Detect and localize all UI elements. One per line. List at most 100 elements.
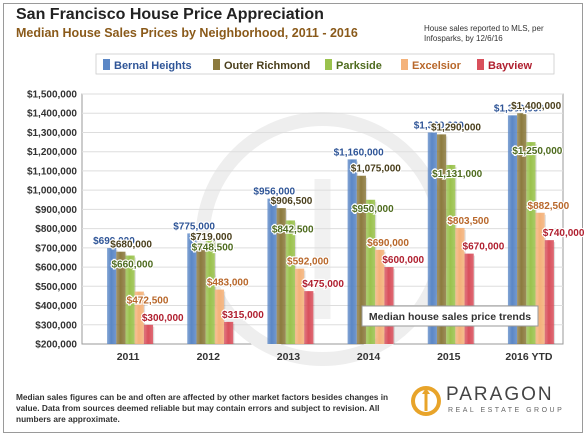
bar — [304, 291, 314, 344]
bar — [276, 208, 286, 344]
legend-swatch — [213, 59, 220, 70]
x-tick-label: 2011 — [117, 351, 140, 363]
y-tick-label: $800,000 — [35, 224, 77, 235]
data-label: $882,500 — [528, 201, 570, 212]
bar — [196, 244, 206, 344]
bar — [187, 233, 197, 344]
data-label: $483,000 — [207, 278, 249, 289]
bar — [214, 289, 225, 344]
y-tick-label: $400,000 — [35, 301, 77, 312]
bar-shadow — [233, 323, 235, 344]
legend-label: Bernal Heights — [114, 60, 192, 72]
chart-title: San Francisco House Price Appreciation — [16, 6, 324, 23]
y-tick-label: $1,500,000 — [27, 90, 77, 101]
legend-swatch — [103, 59, 110, 70]
y-tick-label: $300,000 — [35, 320, 77, 331]
bar — [134, 291, 144, 344]
legend-swatch — [325, 59, 332, 70]
y-tick-label: $1,200,000 — [27, 147, 77, 158]
y-tick-label: $1,400,000 — [27, 109, 77, 120]
x-tick-label: 2012 — [197, 351, 221, 363]
bar — [125, 255, 135, 344]
paragon-logo-icon — [411, 386, 441, 416]
bar — [116, 251, 126, 344]
bar-shadow — [553, 242, 556, 344]
x-tick-label: 2013 — [277, 351, 301, 363]
annotation-box — [361, 305, 539, 327]
bar — [464, 253, 474, 344]
data-label: $475,000 — [302, 279, 344, 290]
bar — [267, 198, 277, 344]
data-label: $472,500 — [127, 296, 169, 307]
legend-swatch — [401, 59, 408, 70]
bar — [507, 115, 518, 344]
logo-tagline: REAL ESTATE GROUP — [448, 407, 565, 414]
paragon-logo: PARAGON REAL ESTATE GROUP — [406, 382, 576, 422]
bar — [375, 249, 385, 344]
data-label: $950,000 — [352, 204, 394, 215]
data-label: $775,000 — [173, 221, 215, 232]
footnote: Median sales figures can be and often ar… — [16, 392, 389, 424]
bar — [224, 321, 234, 344]
bar — [347, 159, 357, 344]
legend-label: Outer Richmond — [224, 60, 310, 72]
data-label: $1,300,000 — [414, 120, 464, 131]
bar — [295, 268, 305, 344]
y-tick-label: $600,000 — [35, 263, 77, 274]
data-label: $1,250,000 — [512, 146, 562, 157]
data-label: $690,000 — [367, 238, 409, 249]
y-tick-label: $1,100,000 — [27, 166, 77, 177]
bar — [544, 240, 554, 344]
data-label: $803,500 — [447, 216, 489, 227]
bar — [436, 134, 447, 344]
data-label: $699,000 — [93, 236, 135, 247]
bar-shadow — [224, 291, 226, 344]
data-label: $1,131,000 — [432, 169, 482, 180]
data-label: $1,160,000 — [334, 147, 384, 158]
bar-shadow — [473, 255, 475, 344]
data-label: $670,000 — [463, 242, 505, 253]
y-tick-label: $1,000,000 — [27, 186, 77, 197]
data-label: $740,000 — [543, 228, 585, 239]
bar-shadow — [153, 326, 155, 344]
bar — [365, 199, 376, 344]
y-tick-label: $700,000 — [35, 243, 77, 254]
annotation-text: Median house sales price trends — [369, 311, 531, 323]
y-tick-label: $500,000 — [35, 282, 77, 293]
data-label: $660,000 — [111, 260, 153, 271]
chart-subtitle: Median House Sales Prices by Neighborhoo… — [16, 26, 358, 40]
data-label: $300,000 — [142, 313, 184, 324]
data-label: $1,389,000 — [494, 103, 544, 114]
logo-name: PARAGON — [446, 384, 554, 405]
bar — [356, 175, 366, 344]
data-label: $1,400,000 — [511, 101, 561, 112]
legend-swatch — [477, 59, 484, 70]
data-label: $1,075,000 — [351, 164, 401, 175]
data-label: $1,290,000 — [431, 122, 481, 133]
bar — [107, 248, 117, 344]
bar — [427, 132, 437, 344]
y-tick-label: $900,000 — [35, 205, 77, 216]
bar-shadow — [143, 293, 146, 344]
watermark-spire — [314, 179, 331, 319]
y-tick-label: $1,300,000 — [27, 128, 77, 139]
data-label: $719,000 — [190, 232, 232, 243]
bar — [446, 164, 456, 344]
x-tick-label: 2014 — [357, 351, 381, 363]
legend-label: Bayview — [488, 60, 532, 72]
x-tick-label: 2015 — [437, 351, 461, 363]
bar — [143, 324, 154, 344]
legend-label: Parkside — [336, 60, 382, 72]
bar — [205, 238, 215, 344]
x-tick-label: 2016 YTD — [505, 351, 553, 363]
legend-label: Excelsior — [412, 60, 462, 72]
data-label: $315,000 — [222, 310, 264, 321]
bar — [455, 227, 465, 344]
data-label: $906,500 — [271, 196, 313, 207]
y-tick-label: $200,000 — [35, 340, 77, 351]
bar — [517, 113, 527, 344]
data-label: $592,000 — [287, 257, 329, 268]
data-label: $956,000 — [253, 187, 295, 198]
bar-shadow — [313, 293, 315, 344]
